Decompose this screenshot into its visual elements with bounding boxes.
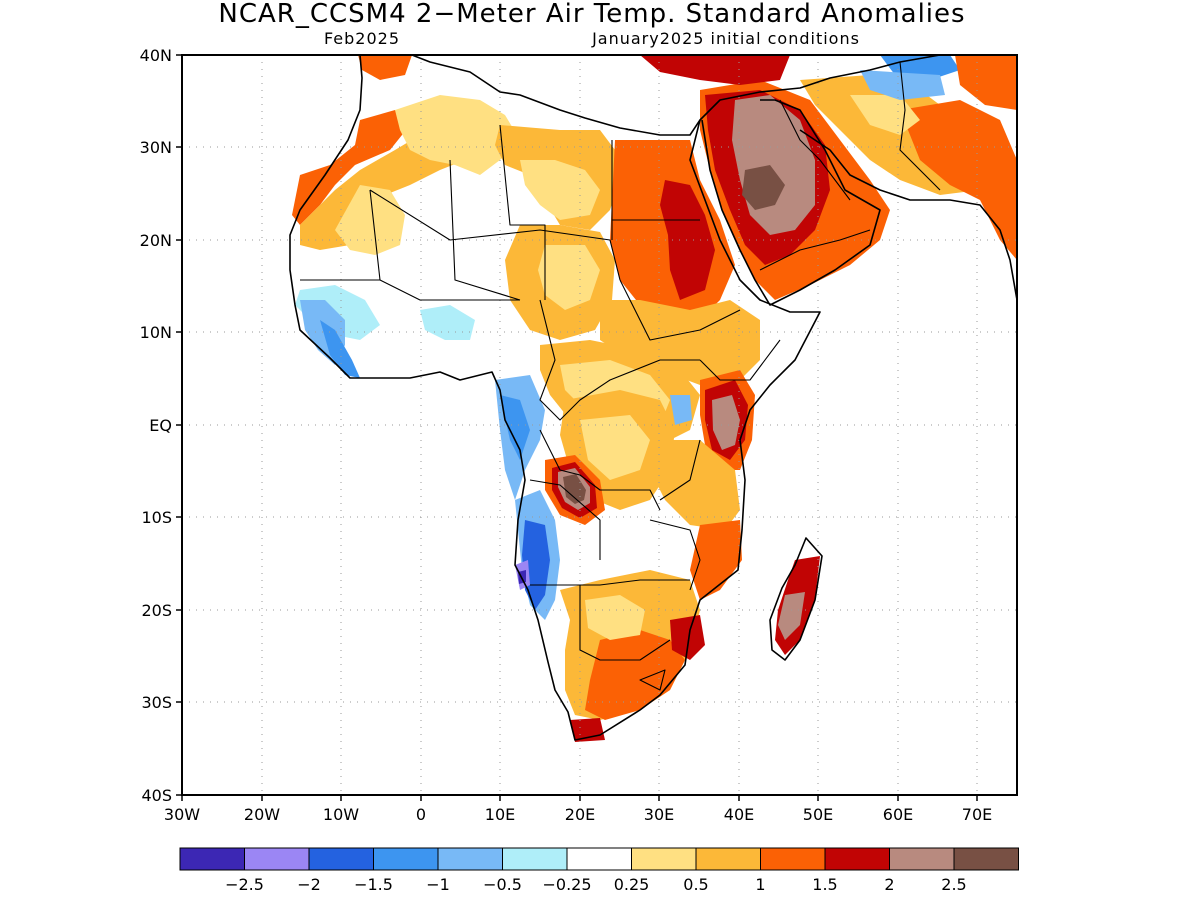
lon-tick-label: 40E <box>724 805 754 824</box>
lat-tick-label: 10N <box>140 323 172 342</box>
colorbar-swatch <box>631 847 697 871</box>
lon-tick-label: 70E <box>962 805 992 824</box>
lon-axis: 30W 20W 10W 0 10E 20E 30E 40E 50E 60E 70… <box>164 795 992 824</box>
anomaly-kenya-2-2p5 <box>712 395 740 450</box>
colorbar-swatch <box>437 847 503 871</box>
anomaly-lake-victoria-cool <box>670 395 692 425</box>
colorbar: −2.5 −2 −1.5 −1 −0.5 −0.25 0.25 0.5 1 1.… <box>179 847 1019 894</box>
colorbar-swatch <box>244 847 310 871</box>
lon-tick-label: 30W <box>164 805 200 824</box>
colorbar-swatch <box>179 847 245 871</box>
initial-conditions-label: January2025 initial conditions <box>591 29 860 48</box>
colorbar-swatch <box>308 847 374 871</box>
lat-tick-label: 40S <box>141 786 172 805</box>
lat-tick-label: 10S <box>141 508 172 527</box>
madagascar-coastline <box>769 537 823 661</box>
anomaly-sahel-0p25-0p5 <box>538 245 600 310</box>
anomaly-mideast-gt2p5 <box>742 165 785 210</box>
colorbar-swatch <box>889 847 955 871</box>
forecast-month-label: Feb2025 <box>324 29 400 48</box>
colorbar-swatch <box>695 847 761 871</box>
colorbar-label: 0.5 <box>683 875 708 894</box>
lat-tick-label: 30N <box>140 138 172 157</box>
anomaly-drc-0p25-0p5 <box>580 415 650 480</box>
colorbar-label: 2.5 <box>941 875 966 894</box>
colorbar-swatch <box>760 847 826 871</box>
colorbar-swatch <box>824 847 890 871</box>
arabia-coastline <box>701 99 881 306</box>
lon-tick-label: 20E <box>565 805 595 824</box>
anomaly-sudan-1p5-2 <box>660 180 715 300</box>
anomaly-morocco-1-1p5 <box>358 55 412 80</box>
colorbar-label: 2 <box>884 875 894 894</box>
colorbar-swatch <box>953 847 1019 871</box>
colorbar-label: −1 <box>426 875 450 894</box>
lon-tick-label: 20W <box>244 805 280 824</box>
colorbar-label: −0.5 <box>483 875 522 894</box>
lat-tick-label: 20S <box>141 601 172 620</box>
figure-title: NCAR_CCSM4 2−Meter Air Temp. Standard An… <box>218 0 965 29</box>
map-panel <box>182 55 1017 795</box>
anomaly-n-africa-0p25-0p5-b <box>335 185 405 255</box>
anomaly-ethiopia-0p5-1 <box>600 300 760 385</box>
colorbar-label: 0.25 <box>614 875 650 894</box>
lat-axis: 40N 30N 20N 10N EQ 10S 20S 30S 40S <box>140 46 182 805</box>
anomaly-tanzania-0p5-1 <box>650 440 740 530</box>
lon-tick-label: 30E <box>644 805 674 824</box>
lon-tick-label: 10E <box>485 805 515 824</box>
africa-coastline <box>289 55 821 741</box>
anomaly-wafrica-cool-2 <box>320 320 360 378</box>
anomaly-mozambique-s-1p5-2 <box>670 615 705 660</box>
anomaly-nw-africa-1-1p5 <box>292 110 410 225</box>
persian-gulf-coast <box>799 129 1017 301</box>
anomaly-iran-0p25-0p5 <box>850 95 920 135</box>
anomaly-n-africa-0p25-0p5 <box>395 95 520 175</box>
anomaly-mozambique-1-1p5 <box>690 520 742 600</box>
colorbar-label: −2.5 <box>225 875 264 894</box>
colorbar-swatch <box>566 847 632 871</box>
lat-tick-label: EQ <box>149 416 172 435</box>
colorbar-label: −1.5 <box>354 875 393 894</box>
coastlines <box>289 55 1017 741</box>
lon-tick-label: 0 <box>416 805 426 824</box>
med-coastline <box>411 55 941 136</box>
colorbar-label: 1.5 <box>812 875 837 894</box>
lon-tick-label: 10W <box>323 805 359 824</box>
lat-tick-label: 30S <box>141 693 172 712</box>
anomaly-turkey-1p5-2 <box>640 55 790 85</box>
anomaly-gabon-cool <box>500 395 530 460</box>
country-borders <box>300 61 941 691</box>
anomaly-iran-1-1p5 <box>900 100 1017 260</box>
lon-tick-label: 50E <box>803 805 833 824</box>
colorbar-label: −0.25 <box>542 875 591 894</box>
colorbar-swatch <box>373 847 439 871</box>
anomaly-madagascar-2-2p5 <box>778 592 805 640</box>
anomaly-shading <box>292 55 1017 742</box>
graticule <box>182 55 1017 795</box>
colorbar-swatch <box>502 847 568 871</box>
anomaly-s-africa-1-1p5 <box>585 630 685 720</box>
lon-tick-label: 60E <box>883 805 913 824</box>
colorbar-label: 1 <box>755 875 765 894</box>
anomaly-centralasia-1-1p5 <box>955 55 1017 110</box>
lat-tick-label: 40N <box>140 46 172 65</box>
anomaly-angola-coast-cool <box>522 520 550 610</box>
colorbar-label: −2 <box>297 875 321 894</box>
anomaly-wafrica-light-cool <box>420 305 475 340</box>
anomaly-s-africa-0p25-0p5 <box>585 595 645 640</box>
lat-tick-label: 20N <box>140 231 172 250</box>
